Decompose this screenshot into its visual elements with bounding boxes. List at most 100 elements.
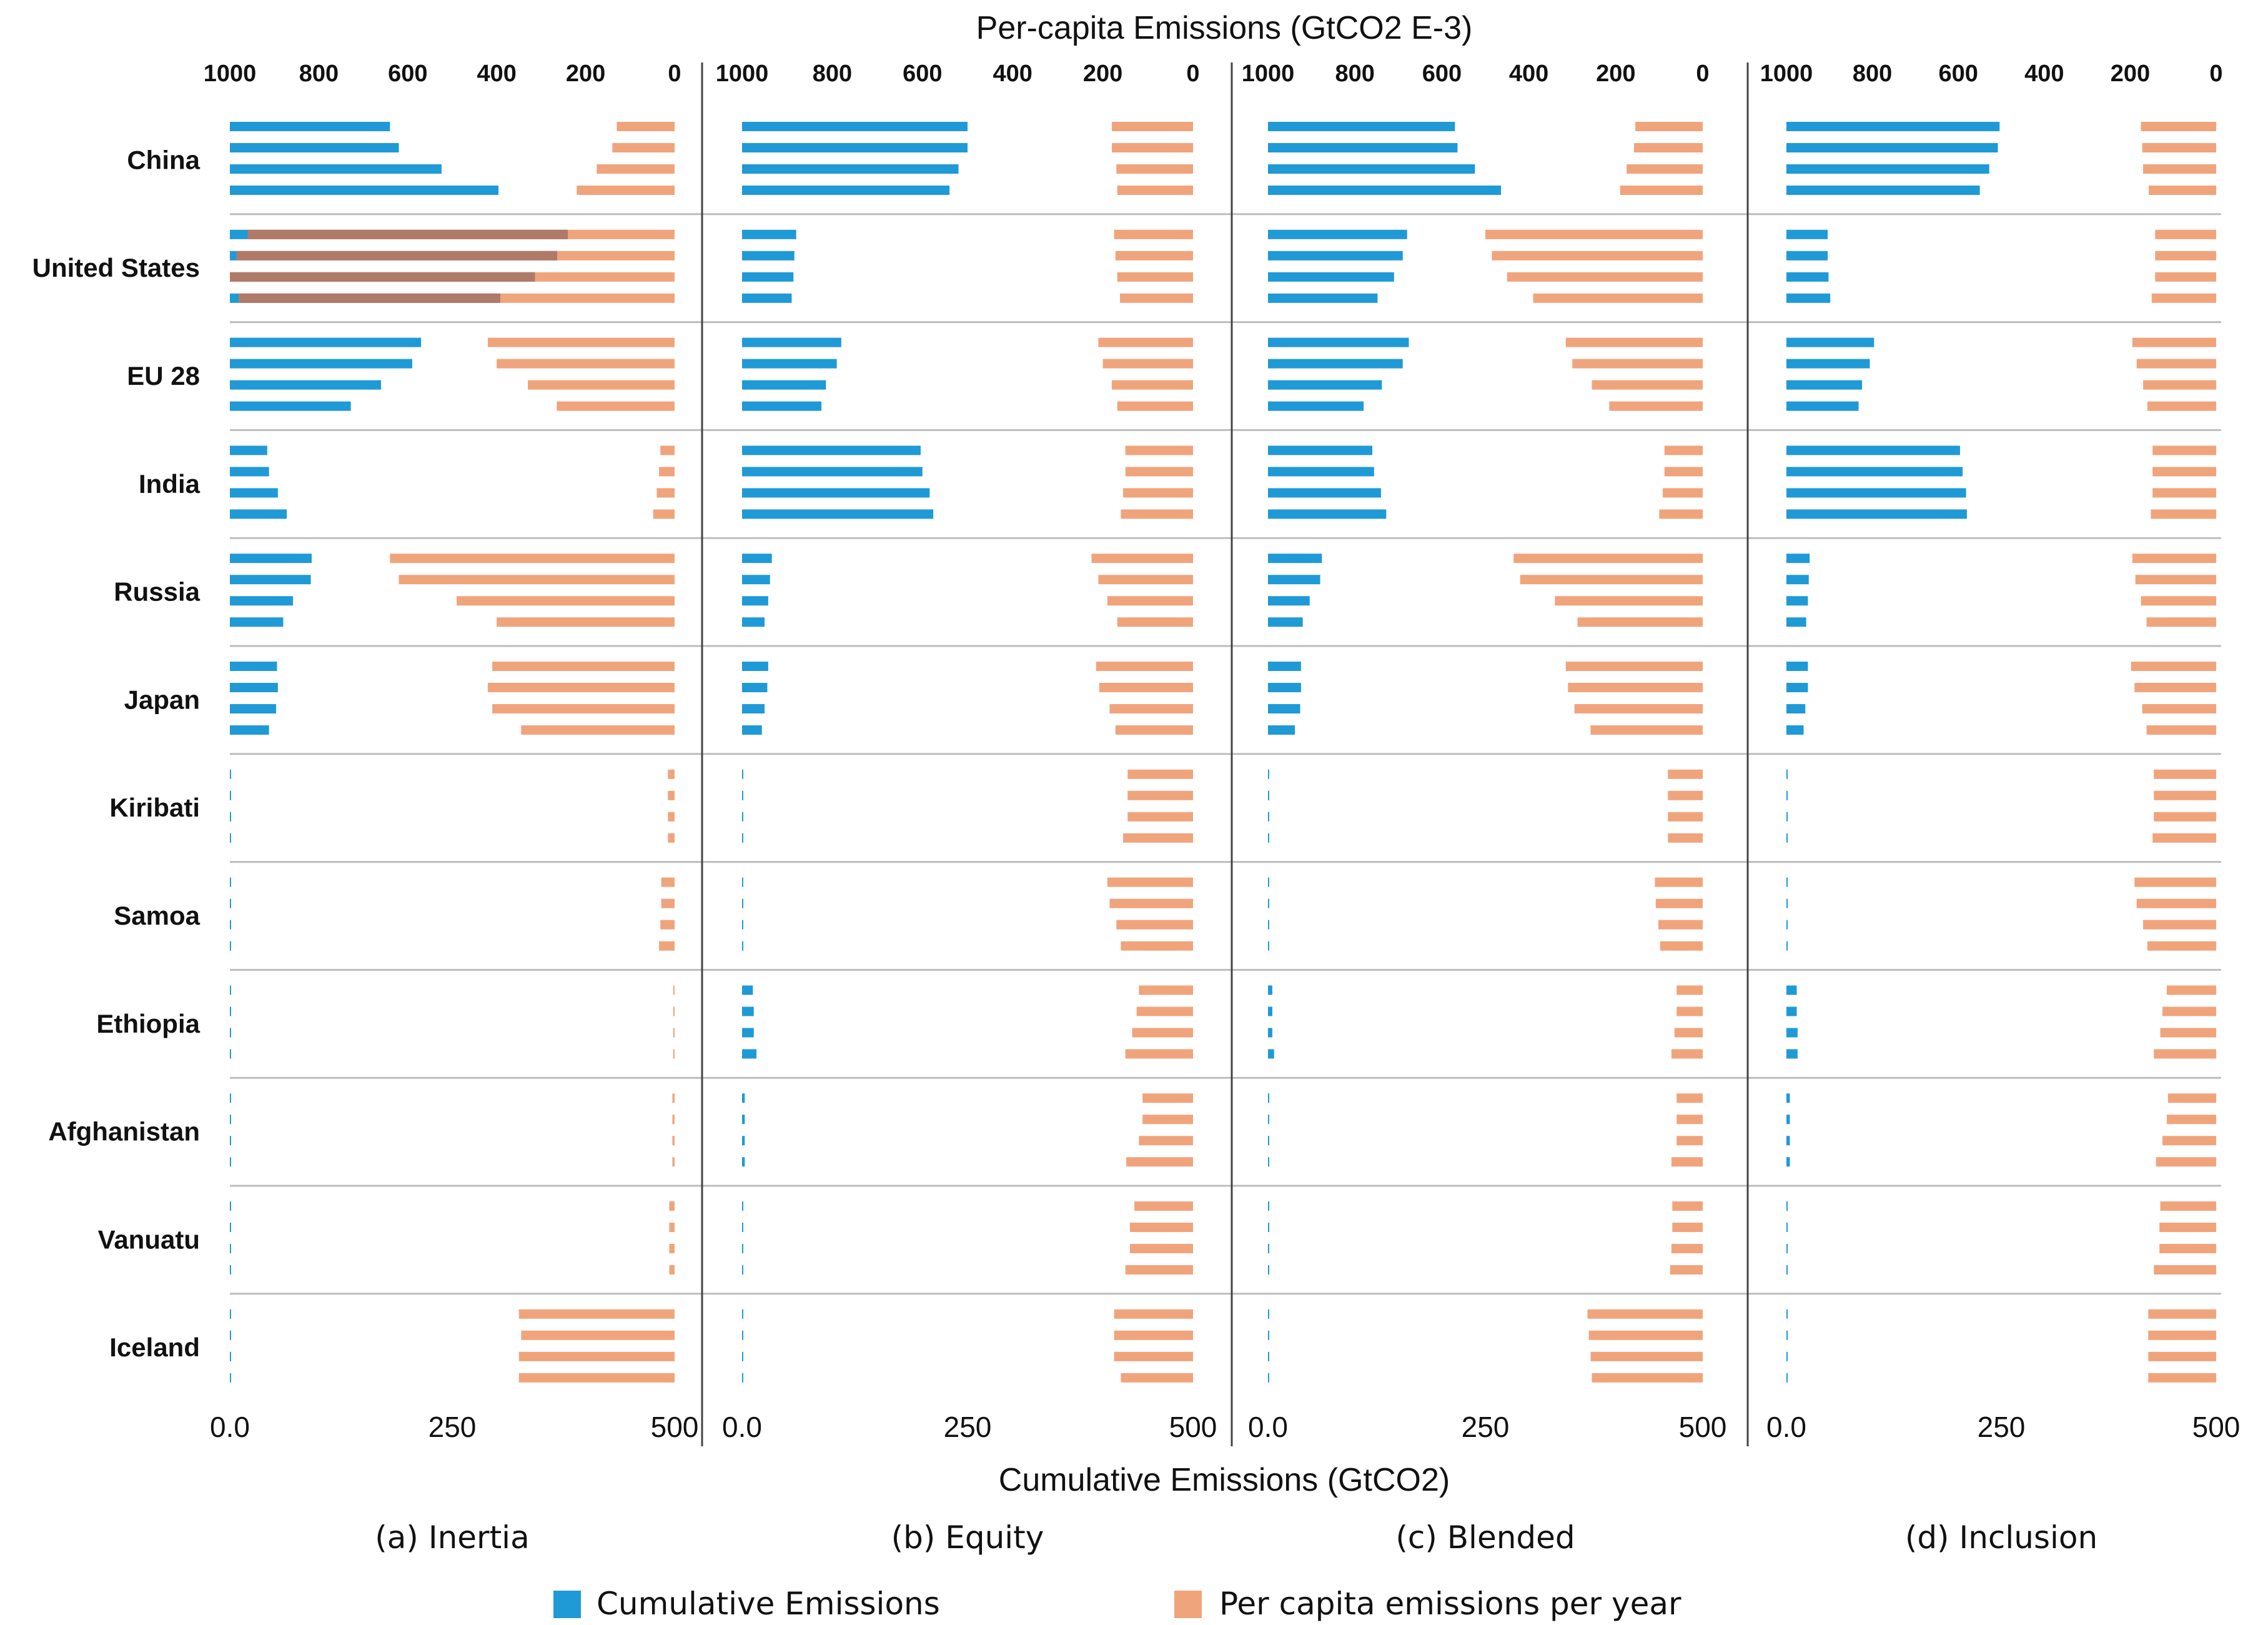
cumulative-bar	[230, 1006, 231, 1016]
cumulative-bar	[1786, 143, 1998, 152]
top-tick-label: 200	[2111, 61, 2150, 87]
cumulative-bar	[1786, 617, 1806, 627]
cumulative-bar	[742, 920, 743, 930]
top-tick-label: 600	[903, 61, 942, 87]
cumulative-bar	[1786, 920, 1788, 930]
legend: Cumulative Emissions Per capita emissions…	[553, 1586, 1681, 1622]
cumulative-bar	[230, 1115, 231, 1125]
per-capita-bar	[1674, 1028, 1703, 1038]
cumulative-bar	[1786, 1157, 1790, 1167]
per-capita-bar	[1676, 985, 1703, 995]
country-label: Japan	[124, 685, 200, 714]
country-label: Iceland	[109, 1333, 200, 1362]
per-capita-bar	[1099, 683, 1193, 692]
cumulative-bar	[742, 186, 950, 195]
cumulative-bar	[230, 380, 382, 390]
per-capita-bar	[2136, 898, 2216, 908]
per-capita-bar	[1668, 790, 1703, 800]
per-capita-bar	[1139, 985, 1193, 995]
per-capita-bar	[577, 186, 675, 195]
panel-label: (c) Blended	[1395, 1519, 1575, 1556]
per-capita-bar	[1139, 1136, 1193, 1146]
top-tick-label: 400	[477, 61, 516, 87]
cumulative-bar	[230, 122, 390, 131]
cumulative-bar	[1786, 1093, 1790, 1103]
per-capita-bar	[1577, 617, 1703, 627]
per-capita-bar	[1655, 898, 1703, 908]
per-capita-bar	[1668, 833, 1703, 843]
per-capita-bar	[2154, 790, 2216, 800]
per-capita-bar	[1129, 1223, 1193, 1232]
cumulative-bar	[1268, 704, 1300, 713]
per-capita-bar	[2143, 920, 2216, 930]
per-capita-bar	[1115, 251, 1193, 261]
per-capita-bar	[497, 617, 675, 627]
cumulative-bar	[1268, 1006, 1272, 1016]
top-tick-label: 1000	[716, 61, 769, 87]
cumulative-bar	[742, 1373, 743, 1383]
per-capita-bar	[497, 359, 675, 369]
cumulative-bar	[742, 229, 796, 239]
per-capita-bar	[2142, 143, 2216, 152]
per-capita-bar	[661, 877, 675, 887]
per-capita-bar	[2143, 380, 2216, 390]
cumulative-bar	[230, 1330, 231, 1340]
per-capita-bar	[2156, 1157, 2216, 1167]
cumulative-bar	[1786, 790, 1788, 800]
top-tick-label: 800	[299, 61, 339, 87]
per-capita-bar	[518, 1309, 675, 1319]
per-capita-bar	[1655, 877, 1703, 887]
per-capita-bar	[1676, 1006, 1703, 1016]
cumulative-bar	[1786, 359, 1870, 369]
per-capita-bar	[673, 1006, 675, 1016]
cumulative-bar	[1268, 293, 1378, 303]
top-tick-label: 200	[566, 61, 605, 87]
per-capita-bar	[1670, 1265, 1703, 1275]
per-capita-bar	[1109, 898, 1193, 908]
cumulative-bar	[1786, 812, 1788, 822]
per-capita-bar	[2155, 229, 2216, 239]
cumulative-bar	[742, 445, 921, 455]
cumulative-bar	[1786, 293, 1831, 303]
cumulative-bar	[1268, 877, 1269, 887]
per-capita-bar	[1120, 293, 1193, 303]
per-capita-bar	[2160, 1201, 2216, 1211]
cumulative-bar	[742, 596, 768, 606]
per-capita-bar	[1123, 833, 1193, 843]
per-capita-bar	[597, 164, 675, 174]
top-tick-label: 800	[813, 61, 852, 87]
cumulative-bar	[1268, 898, 1269, 908]
per-capita-bar	[1114, 1351, 1193, 1361]
per-capita-bar	[1125, 1049, 1193, 1059]
cumulative-bar	[230, 1136, 231, 1146]
cumulative-bar	[1786, 725, 1804, 735]
per-capita-bar	[1668, 812, 1703, 822]
cumulative-bar	[1786, 898, 1788, 908]
cumulative-bar	[230, 467, 269, 477]
cumulative-bar	[1268, 833, 1269, 843]
per-capita-bar	[1116, 920, 1193, 930]
per-capita-bar	[2141, 596, 2216, 606]
per-capita-bar	[2134, 877, 2216, 887]
cumulative-bar	[230, 1373, 231, 1383]
per-capita-bar	[2136, 359, 2216, 369]
cumulative-bar	[1786, 985, 1797, 995]
cumulative-bar	[230, 1157, 231, 1167]
per-capita-bar	[399, 575, 675, 585]
legend-swatch	[553, 1591, 581, 1618]
bottom-axis-title: Cumulative Emissions (GtCO2)	[999, 1462, 1450, 1498]
per-capita-bar	[669, 1223, 675, 1232]
per-capita-bar	[1127, 812, 1193, 822]
per-capita-bar	[2152, 833, 2216, 843]
panel-label: (a) Inertia	[375, 1519, 529, 1556]
per-capita-bar	[668, 833, 675, 843]
top-tick-label: 0	[1186, 61, 1199, 87]
per-capita-bar	[2166, 985, 2216, 995]
cumulative-bar	[1786, 1201, 1788, 1211]
legend-label: Per capita emissions per year	[1219, 1586, 1681, 1622]
per-capita-bar	[1127, 769, 1193, 779]
cumulative-bar	[742, 293, 792, 303]
country-label: Samoa	[114, 901, 200, 930]
cumulative-bar	[742, 725, 762, 735]
cumulative-bar	[1786, 554, 1810, 564]
